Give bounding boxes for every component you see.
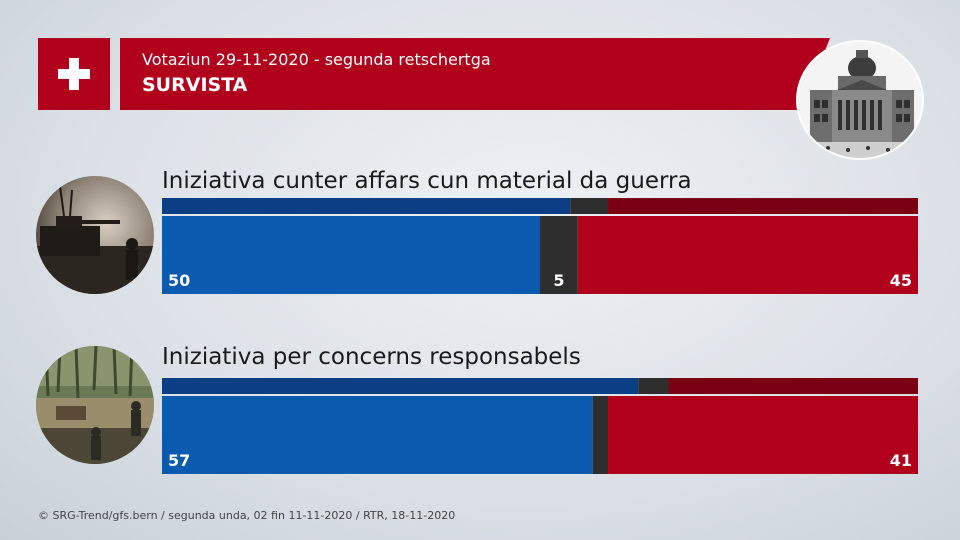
question-2-chart: 57 41	[162, 378, 918, 474]
previous-yes-bar	[162, 198, 571, 214]
current-yes-bar	[162, 216, 540, 294]
previous-undecided-bar	[638, 378, 669, 394]
current-undecided-bar	[540, 216, 578, 294]
previous-no-bar	[668, 378, 918, 394]
question-1-chart: 50 5 45	[162, 198, 918, 294]
question-2-bars: 57 41	[162, 378, 918, 474]
federal-palace-image	[796, 40, 924, 160]
header-banner: Votaziun 29-11-2020 - segunda retschertg…	[120, 38, 830, 110]
current-undecided-bar	[592, 396, 609, 474]
previous-no-bar	[608, 198, 918, 214]
undecided-value-label: 5	[553, 271, 564, 290]
no-value-label: 45	[890, 271, 912, 290]
swiss-flag-icon	[38, 38, 110, 110]
current-yes-bar	[162, 396, 593, 474]
mining-site-image	[36, 346, 154, 464]
question-2-title: Iniziativa per concerns responsabels	[162, 344, 581, 370]
yes-value-label: 50	[168, 271, 190, 290]
header-subtitle: Votaziun 29-11-2020 - segunda retschertg…	[142, 50, 491, 69]
current-no-bar	[577, 216, 918, 294]
question-1-title: Iniziativa cunter affars cun material da…	[162, 168, 692, 194]
question-1-bars: 50 5 45	[162, 198, 918, 294]
source-footer: © SRG-Trend/gfs.bern / segunda unda, 02 …	[38, 509, 456, 522]
military-tank-image	[36, 176, 154, 294]
header-title: SURVISTA	[142, 74, 248, 96]
current-no-bar	[608, 396, 918, 474]
previous-yes-bar	[162, 378, 639, 394]
previous-undecided-bar	[570, 198, 609, 214]
yes-value-label: 57	[168, 451, 190, 470]
no-value-label: 41	[890, 451, 912, 470]
